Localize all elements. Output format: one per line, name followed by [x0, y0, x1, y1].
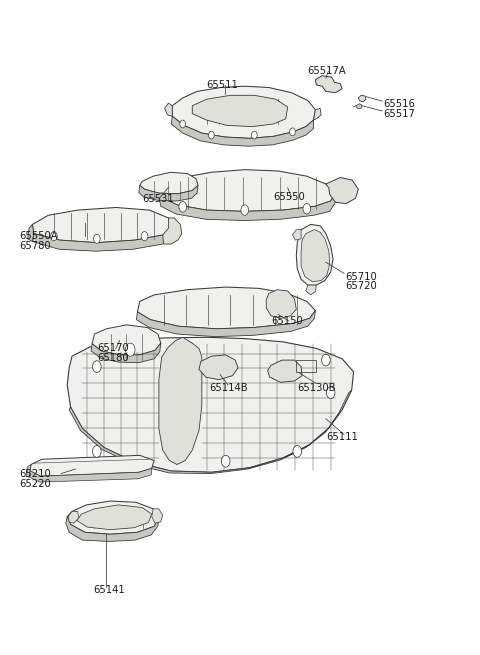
Polygon shape — [160, 170, 336, 212]
Polygon shape — [69, 390, 352, 474]
Circle shape — [289, 128, 295, 136]
Text: 65517: 65517 — [383, 109, 415, 119]
Circle shape — [50, 232, 57, 241]
Text: 65511: 65511 — [206, 80, 239, 90]
Polygon shape — [33, 208, 171, 243]
Circle shape — [125, 343, 135, 356]
Text: 65114B: 65114B — [209, 383, 248, 392]
Text: 65550: 65550 — [274, 192, 305, 202]
Polygon shape — [301, 230, 330, 282]
Polygon shape — [356, 103, 362, 108]
Text: 65170: 65170 — [97, 343, 129, 353]
Polygon shape — [67, 501, 159, 534]
Polygon shape — [159, 337, 202, 464]
Polygon shape — [315, 76, 342, 93]
Circle shape — [326, 387, 335, 399]
Polygon shape — [306, 285, 316, 295]
Polygon shape — [152, 509, 163, 523]
Polygon shape — [139, 185, 198, 201]
Circle shape — [293, 445, 301, 457]
Polygon shape — [359, 96, 366, 102]
Circle shape — [93, 445, 101, 457]
Polygon shape — [292, 230, 301, 240]
Circle shape — [241, 205, 249, 215]
Text: 65720: 65720 — [345, 282, 377, 291]
Text: 65180: 65180 — [97, 353, 129, 363]
Polygon shape — [268, 360, 302, 383]
Polygon shape — [192, 96, 288, 126]
Polygon shape — [68, 512, 79, 523]
Polygon shape — [296, 225, 333, 285]
Polygon shape — [29, 468, 152, 482]
Text: 65780: 65780 — [20, 241, 51, 251]
Polygon shape — [313, 108, 321, 120]
Polygon shape — [199, 355, 238, 380]
Polygon shape — [77, 505, 152, 530]
Circle shape — [303, 204, 311, 214]
Polygon shape — [92, 325, 161, 355]
Circle shape — [93, 361, 101, 373]
Text: 65130B: 65130B — [297, 383, 336, 392]
Polygon shape — [136, 310, 315, 337]
Polygon shape — [266, 290, 296, 318]
Polygon shape — [172, 86, 315, 138]
Circle shape — [322, 354, 330, 366]
Text: 65517A: 65517A — [307, 66, 346, 76]
Polygon shape — [140, 172, 198, 194]
Text: 65710: 65710 — [345, 272, 377, 282]
Circle shape — [252, 131, 257, 139]
Polygon shape — [326, 178, 359, 204]
Polygon shape — [28, 225, 34, 242]
Polygon shape — [159, 189, 336, 221]
Polygon shape — [91, 343, 161, 363]
Circle shape — [179, 202, 187, 212]
Circle shape — [180, 120, 186, 128]
Circle shape — [221, 455, 230, 467]
Text: 65111: 65111 — [326, 432, 358, 442]
Text: 65531: 65531 — [142, 194, 174, 204]
Circle shape — [208, 131, 214, 139]
Text: 65550A: 65550A — [20, 231, 58, 241]
Text: 65220: 65220 — [20, 479, 51, 489]
Polygon shape — [33, 227, 171, 251]
Text: 65150: 65150 — [271, 316, 303, 326]
Polygon shape — [66, 517, 159, 542]
Polygon shape — [26, 464, 31, 477]
Polygon shape — [137, 287, 315, 329]
Polygon shape — [67, 337, 354, 472]
Polygon shape — [171, 116, 313, 146]
Polygon shape — [30, 455, 154, 476]
Polygon shape — [163, 218, 182, 244]
Text: 65141: 65141 — [94, 585, 125, 595]
Polygon shape — [165, 103, 172, 116]
Text: 65210: 65210 — [20, 469, 51, 479]
Circle shape — [141, 232, 148, 241]
Circle shape — [94, 234, 100, 244]
Text: 65516: 65516 — [383, 100, 415, 109]
